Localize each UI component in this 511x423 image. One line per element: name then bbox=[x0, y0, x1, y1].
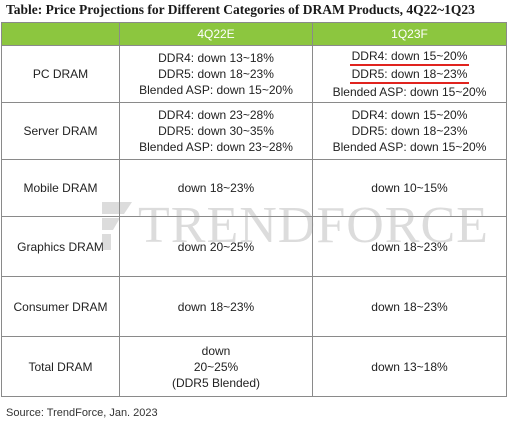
cell-line: down 18~23% bbox=[177, 299, 255, 314]
table-row-mobile-dram: Mobile DRAM down 18~23% down 10~15% bbox=[1, 159, 507, 217]
price-projection-table: 4Q22E 1Q23F PC DRAM DDR4: down 13~18% DD… bbox=[1, 22, 507, 397]
cell-line: down 18~23% bbox=[371, 299, 448, 314]
q4-22-cell: down 20~25% (DDR5 Blended) bbox=[119, 336, 313, 397]
q1-23-cell: down 18~23% bbox=[312, 216, 507, 277]
q4-22-cell: down 20~25% bbox=[119, 216, 313, 277]
q1-23-cell: DDR4: down 15~20% DDR5: down 18~23% Blen… bbox=[312, 45, 507, 103]
q4-22-cell: down 18~23% bbox=[119, 159, 313, 217]
table-title: Table: Price Projections for Different C… bbox=[6, 2, 475, 17]
cell-line: Blended ASP: down 23~28% bbox=[139, 140, 293, 154]
category-cell: Server DRAM bbox=[1, 102, 120, 160]
table-row-consumer-dram: Consumer DRAM down 18~23% down 18~23% bbox=[1, 276, 507, 337]
cell-line: Blended ASP: down 15~20% bbox=[332, 85, 487, 99]
cell-line: Blended ASP: down 15~20% bbox=[332, 140, 487, 154]
q1-23-cell: down 18~23% bbox=[312, 276, 507, 337]
table-row-pc-dram: PC DRAM DDR4: down 13~18% DDR5: down 18~… bbox=[1, 45, 507, 103]
q1-23-cell: DDR4: down 15~20% DDR5: down 18~23% Blen… bbox=[312, 102, 507, 160]
table-row-total-dram: Total DRAM down 20~25% (DDR5 Blended) do… bbox=[1, 336, 507, 397]
cell-line: DDR4: down 13~18% bbox=[158, 51, 274, 65]
category-cell: Consumer DRAM bbox=[1, 276, 120, 337]
cell-line: DDR5: down 18~23% bbox=[158, 67, 274, 81]
cell-line: down bbox=[201, 343, 231, 358]
cell-line: DDR4: down 15~20% bbox=[351, 108, 468, 122]
cell-line: 20~25% bbox=[193, 359, 239, 374]
q4-22-cell: DDR4: down 23~28% DDR5: down 30~35% Blen… bbox=[119, 102, 313, 160]
highlighted-ddr5-value: DDR5: down 18~23% bbox=[349, 67, 470, 84]
header-row: 4Q22E 1Q23F bbox=[1, 22, 507, 46]
cell-line: Blended ASP: down 15~20% bbox=[139, 83, 293, 97]
cell-line: down 20~25% bbox=[177, 239, 255, 254]
cell-line: DDR5: down 30~35% bbox=[158, 124, 274, 138]
q1-23-cell: down 13~18% bbox=[312, 336, 507, 397]
header-1q23f: 1Q23F bbox=[312, 22, 507, 46]
source-note: Source: TrendForce, Jan. 2023 bbox=[6, 407, 158, 419]
cell-line: down 10~15% bbox=[371, 181, 448, 195]
cell-line: down 13~18% bbox=[371, 359, 448, 374]
header-corner-cell bbox=[1, 22, 120, 46]
cell-line: down 18~23% bbox=[177, 181, 255, 195]
category-cell: Graphics DRAM bbox=[1, 216, 120, 277]
category-cell: Mobile DRAM bbox=[1, 159, 120, 217]
q4-22-cell: DDR4: down 13~18% DDR5: down 18~23% Blen… bbox=[119, 45, 313, 103]
header-4q22e: 4Q22E bbox=[119, 22, 313, 46]
q4-22-cell: down 18~23% bbox=[119, 276, 313, 337]
highlighted-ddr4-value: DDR4: down 15~20% bbox=[349, 49, 470, 66]
category-cell: Total DRAM bbox=[1, 336, 120, 397]
table-row-server-dram: Server DRAM DDR4: down 23~28% DDR5: down… bbox=[1, 102, 507, 160]
cell-line: down 18~23% bbox=[371, 239, 448, 254]
q1-23-cell: down 10~15% bbox=[312, 159, 507, 217]
table-row-graphics-dram: Graphics DRAM down 20~25% down 18~23% bbox=[1, 216, 507, 277]
cell-line: DDR5: down 18~23% bbox=[351, 124, 468, 138]
cell-line: (DDR5 Blended) bbox=[171, 375, 261, 390]
category-cell: PC DRAM bbox=[1, 45, 120, 103]
cell-line: DDR4: down 23~28% bbox=[158, 108, 274, 122]
